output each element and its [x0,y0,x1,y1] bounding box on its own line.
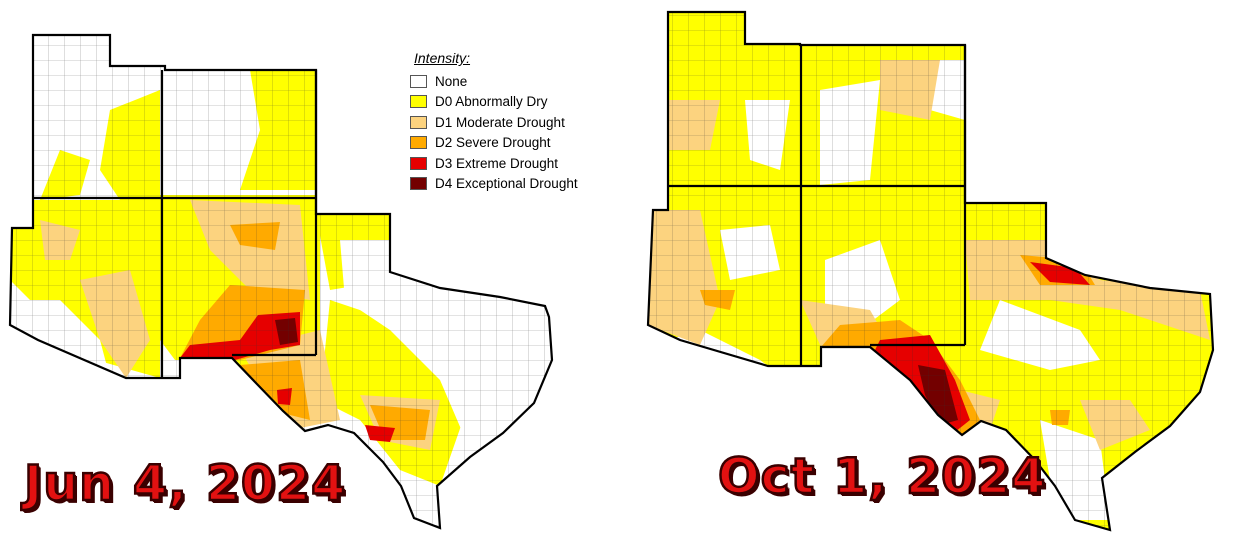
legend-item-none: None [410,71,578,92]
state-borders-left [8,33,554,530]
legend-swatch [410,136,427,150]
legend-swatch [410,156,427,170]
legend-swatch [410,74,427,88]
legend-label: D0 Abnormally Dry [435,94,548,110]
legend-label: D3 Extreme Drought [435,155,559,171]
legend-item-d0: D0 Abnormally Dry [410,92,578,113]
date-label-left: Jun 4, 2024 [23,454,347,514]
legend-swatch [410,177,427,191]
legend-item-d1: D1 Moderate Drought [410,112,578,133]
legend-swatch [410,95,427,109]
legend-label: D1 Moderate Drought [435,114,565,130]
legend-swatch [410,115,427,129]
legend-item-d3: D3 Extreme Drought [410,153,578,174]
legend-label: D4 Exceptional Drought [435,176,578,192]
legend-title: Intensity: [414,50,471,66]
legend-item-d2: D2 Severe Drought [410,133,578,154]
legend-item-d4: D4 Exceptional Drought [410,174,578,195]
date-label-right: Oct 1, 2024 [717,447,1047,507]
legend-label: None [435,73,468,89]
state-borders-right [646,10,1215,532]
legend: Intensity: None D0 Abnormally Dry D1 Mod… [410,50,578,194]
legend-label: D2 Severe Drought [435,135,551,151]
